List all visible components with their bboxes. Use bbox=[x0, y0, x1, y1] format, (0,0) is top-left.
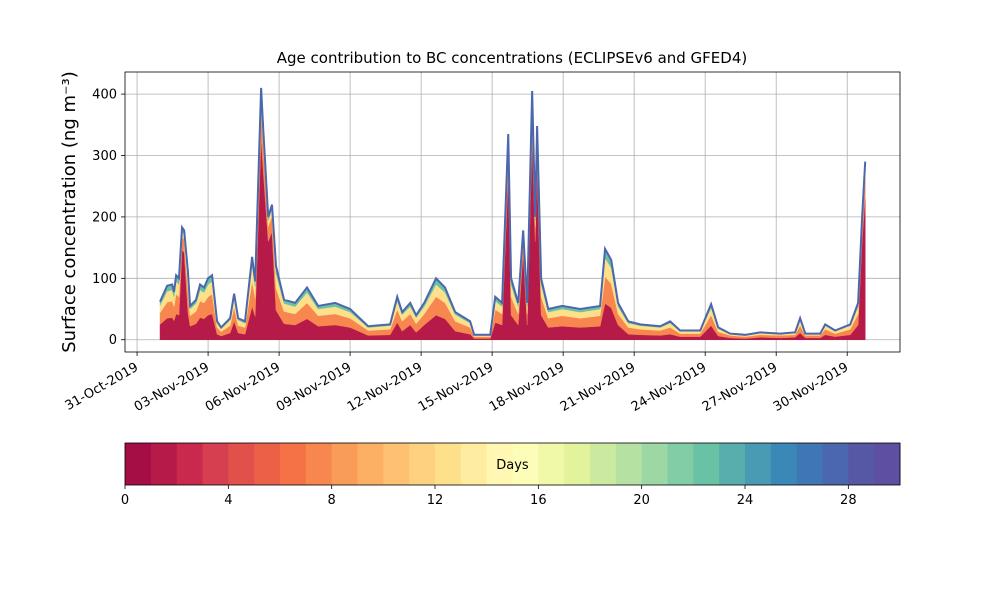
x-tick-label: 12-Nov-2019 bbox=[345, 360, 425, 415]
colorbar-swatch bbox=[590, 443, 617, 485]
y-tick-label: 300 bbox=[92, 149, 117, 164]
colorbar-tick-label: 16 bbox=[530, 493, 547, 508]
y-tick-label: 200 bbox=[92, 210, 117, 225]
colorbar-swatch bbox=[176, 443, 203, 485]
y-axis-label: Surface concentration (ng m⁻³) bbox=[59, 71, 80, 353]
x-tick-label: 03-Nov-2019 bbox=[132, 360, 212, 415]
y-tick-label: 0 bbox=[109, 333, 117, 348]
colorbar-label: Days bbox=[496, 458, 529, 473]
colorbar-swatch bbox=[150, 443, 178, 485]
colorbar-swatch bbox=[615, 443, 643, 485]
colorbar-swatch bbox=[460, 443, 488, 485]
colorbar-swatch bbox=[796, 443, 823, 485]
colorbar-swatch bbox=[667, 443, 694, 485]
x-tick-label: 31-Oct-2019 bbox=[63, 360, 141, 414]
colorbar-swatch bbox=[254, 443, 281, 485]
y-tick-label: 400 bbox=[92, 88, 117, 103]
colorbar-swatch bbox=[641, 443, 668, 485]
colorbar-swatch bbox=[538, 443, 565, 485]
colorbar-swatch bbox=[874, 443, 901, 485]
colorbar-frame bbox=[124, 442, 901, 486]
x-tick-label: 06-Nov-2019 bbox=[203, 360, 283, 415]
colorbar-tick-label: 4 bbox=[224, 493, 232, 508]
colorbar-swatch bbox=[331, 443, 358, 485]
colorbar-swatch bbox=[564, 443, 591, 485]
colorbar-tick-label: 24 bbox=[737, 493, 754, 508]
x-tick-label: 15-Nov-2019 bbox=[416, 360, 496, 415]
x-tick-label: 21-Nov-2019 bbox=[558, 360, 638, 415]
chart-title: Age contribution to BC concentrations (E… bbox=[277, 49, 748, 67]
x-tick-label: 18-Nov-2019 bbox=[487, 360, 567, 415]
stack-outline bbox=[159, 87, 867, 336]
colorbar-tick-label: 12 bbox=[427, 493, 444, 508]
colorbar-swatch bbox=[486, 443, 513, 485]
colorbar-tick-label: 28 bbox=[840, 493, 857, 508]
colorbar-swatch bbox=[822, 443, 849, 485]
colorbar-swatch bbox=[745, 443, 772, 485]
colorbar-tick-label: 0 bbox=[121, 493, 129, 508]
colorbar-tick-label: 20 bbox=[633, 493, 650, 508]
x-tick-label: 30-Nov-2019 bbox=[771, 360, 851, 415]
colorbar-swatch bbox=[512, 443, 539, 485]
colorbar-swatch bbox=[383, 443, 410, 485]
colorbar-swatch bbox=[280, 443, 307, 485]
x-tick-label: 09-Nov-2019 bbox=[274, 360, 354, 415]
x-tick-label: 27-Nov-2019 bbox=[700, 360, 780, 415]
colorbar-tick-label: 8 bbox=[328, 493, 336, 508]
x-tick-label: 24-Nov-2019 bbox=[629, 360, 709, 415]
colorbar-swatch bbox=[848, 443, 875, 485]
colorbar-swatch bbox=[435, 443, 462, 485]
colorbar-swatch bbox=[409, 443, 436, 485]
colorbar-swatch bbox=[305, 443, 333, 485]
colorbar-swatch bbox=[228, 443, 255, 485]
colorbar-swatch bbox=[125, 443, 152, 485]
colorbar-swatch bbox=[357, 443, 384, 485]
colorbar-swatch bbox=[202, 443, 229, 485]
axes-frame bbox=[124, 71, 901, 353]
colorbar-swatch bbox=[770, 443, 798, 485]
colorbar-swatch bbox=[693, 443, 720, 485]
y-tick-label: 100 bbox=[92, 272, 117, 287]
colorbar-swatch bbox=[719, 443, 746, 485]
